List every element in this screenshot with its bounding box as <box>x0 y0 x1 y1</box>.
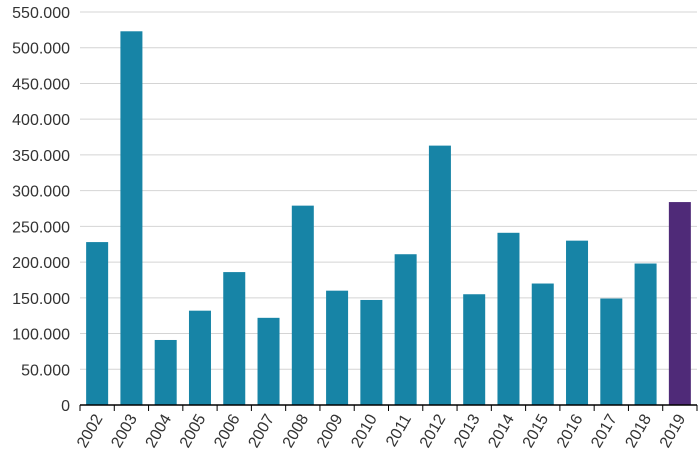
bar-2014 <box>497 232 520 405</box>
bar-2016 <box>566 240 589 405</box>
x-tick-label: 2011 <box>383 411 415 449</box>
bar-2010 <box>360 299 383 405</box>
x-tick-label: 2018 <box>623 411 656 450</box>
bar-2008 <box>291 205 314 405</box>
x-tick-label: 2004 <box>143 411 176 450</box>
x-tick-label: 2008 <box>280 411 313 450</box>
bar-2018 <box>634 263 657 405</box>
x-tick-label: 2019 <box>657 411 690 450</box>
y-tick-label: 300.000 <box>12 184 70 201</box>
x-tick-label: 2003 <box>108 411 141 450</box>
x-tick-label: 2005 <box>177 411 210 450</box>
grid-layer <box>80 11 697 370</box>
bar-2015 <box>531 283 554 405</box>
y-tick-label: 550.000 <box>12 5 70 22</box>
bar-2006 <box>223 272 246 405</box>
x-tick-label: 2009 <box>314 411 347 450</box>
x-tick-label: 2010 <box>348 411 381 450</box>
y-tick-label: 250.000 <box>12 219 70 236</box>
bar-2011 <box>394 254 417 405</box>
y-tick-label: 350.000 <box>12 148 70 165</box>
bar-2009 <box>326 290 349 405</box>
y-tick-label: 150.000 <box>12 291 70 308</box>
bar-2002 <box>86 242 109 405</box>
bar-2005 <box>188 310 211 405</box>
y-tick-label: 450.000 <box>12 76 70 93</box>
x-tick-label: 2012 <box>417 411 450 450</box>
x-tick-label: 2006 <box>211 411 244 450</box>
y-tick-label: 50.000 <box>21 362 70 379</box>
x-tick-label: 2013 <box>451 411 484 450</box>
bar-layer <box>86 31 691 406</box>
bar-2017 <box>600 298 623 405</box>
bar-2013 <box>463 294 486 405</box>
bar-2007 <box>257 317 280 405</box>
y-tick-label: 500.000 <box>12 41 70 58</box>
x-tick-label: 2007 <box>245 411 278 450</box>
x-tick-label: 2016 <box>554 411 587 450</box>
x-tick-label: 2015 <box>520 411 553 450</box>
x-tick-label: 2002 <box>74 411 107 450</box>
bar-2004 <box>154 339 177 405</box>
bar-2003 <box>120 31 143 406</box>
y-tick-label: 100.000 <box>12 327 70 344</box>
x-tick-label: 2014 <box>485 411 518 450</box>
bar-2012 <box>428 145 451 405</box>
x-tick-label: 2017 <box>588 411 621 450</box>
y-tick-label: 200.000 <box>12 255 70 272</box>
y-tick-label: 400.000 <box>12 112 70 129</box>
y-tick-label: 0 <box>61 398 70 415</box>
axis-layer <box>79 404 698 411</box>
bar-2019 <box>668 202 691 405</box>
